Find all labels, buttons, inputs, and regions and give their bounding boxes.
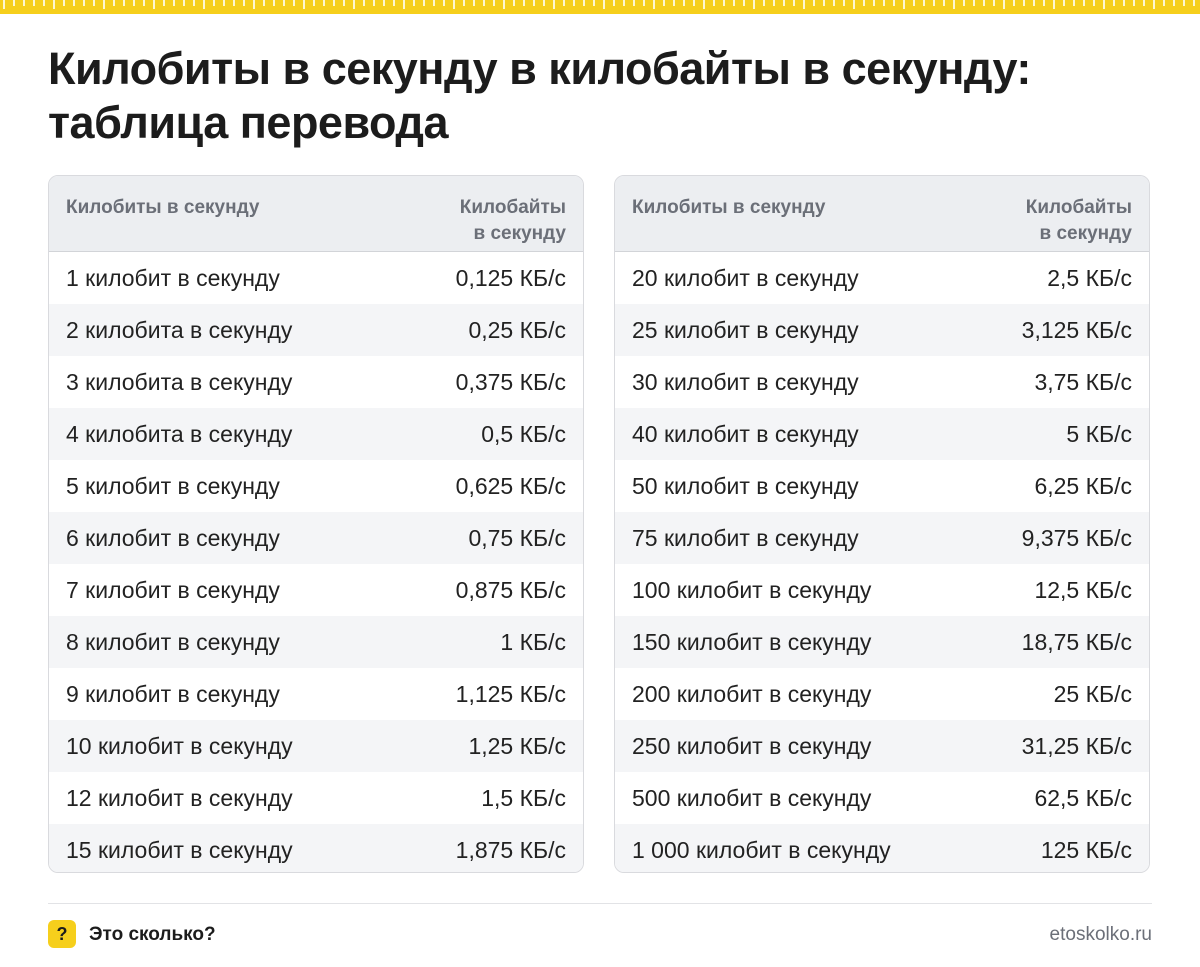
row-kbps: 200 килобит в секунду bbox=[632, 680, 872, 707]
row-kbps: 5 килобит в секунду bbox=[66, 472, 280, 499]
table-row: 7 килобит в секунду 0,875 КБ/с bbox=[49, 564, 583, 616]
ruler-strip bbox=[0, 0, 1200, 14]
row-kbytes: 62,5 КБ/с bbox=[1034, 784, 1132, 811]
row-kbps: 1 килобит в секунду bbox=[66, 264, 280, 291]
row-kbps: 2 килобита в секунду bbox=[66, 316, 293, 343]
header-kbps: Килобиты в секунду bbox=[632, 197, 826, 218]
conversion-table-left: Килобиты в секунду Килобайты в секунду 1… bbox=[48, 175, 584, 873]
row-kbps: 30 килобит в секунду bbox=[632, 368, 859, 395]
row-kbytes: 0,625 КБ/с bbox=[455, 472, 566, 499]
row-kbps: 15 килобит в секунду bbox=[66, 836, 293, 863]
row-kbps: 250 килобит в секунду bbox=[632, 732, 872, 759]
row-kbytes: 2,5 КБ/с bbox=[1047, 264, 1132, 291]
row-kbps: 50 килобит в секунду bbox=[632, 472, 859, 499]
row-kbytes: 3,125 КБ/с bbox=[1021, 316, 1132, 343]
table-row: 1 килобит в секунду 0,125 КБ/с bbox=[49, 252, 583, 304]
row-kbps: 7 килобит в секунду bbox=[66, 576, 280, 603]
row-kbps: 150 килобит в секунду bbox=[632, 628, 872, 655]
page-title: Килобиты в секунду в килобайты в секунду… bbox=[48, 42, 1158, 150]
table-row: 25 килобит в секунду 3,125 КБ/с bbox=[615, 304, 1149, 356]
row-kbytes: 1,25 КБ/с bbox=[468, 732, 566, 759]
table-row: 8 килобит в секунду 1 КБ/с bbox=[49, 616, 583, 668]
row-kbytes: 25 КБ/с bbox=[1053, 680, 1132, 707]
table-row: 75 килобит в секунду 9,375 КБ/с bbox=[615, 512, 1149, 564]
footer-divider bbox=[48, 903, 1152, 904]
row-kbytes: 1,875 КБ/с bbox=[455, 836, 566, 863]
row-kbps: 40 килобит в секунду bbox=[632, 420, 859, 447]
row-kbps: 12 килобит в секунду bbox=[66, 784, 293, 811]
title-line-2: таблица перевода bbox=[48, 97, 449, 148]
row-kbytes: 0,125 КБ/с bbox=[455, 264, 566, 291]
table-row: 250 килобит в секунду 31,25 КБ/с bbox=[615, 720, 1149, 772]
table-row: 4 килобита в секунду 0,5 КБ/с bbox=[49, 408, 583, 460]
table-body: 20 килобит в секунду 2,5 КБ/с 25 килобит в… bbox=[615, 252, 1149, 872]
row-kbytes: 18,75 КБ/с bbox=[1021, 628, 1132, 655]
row-kbytes: 0,875 КБ/с bbox=[455, 576, 566, 603]
row-kbytes: 1,5 КБ/с bbox=[481, 784, 566, 811]
row-kbps: 100 килобит в секунду bbox=[632, 576, 872, 603]
table-row: 15 килобит в секунду 1,875 КБ/с bbox=[49, 824, 583, 872]
table-row: 1 000 килобит в секунду 125 КБ/с bbox=[615, 824, 1149, 872]
table-row: 12 килобит в секунду 1,5 КБ/с bbox=[49, 772, 583, 824]
table-row: 3 килобита в секунду 0,375 КБ/с bbox=[49, 356, 583, 408]
row-kbytes: 0,375 КБ/с bbox=[455, 368, 566, 395]
table-header: Килобиты в секунду Килобайты в секунду bbox=[615, 176, 1149, 252]
table-row: 100 килобит в секунду 12,5 КБ/с bbox=[615, 564, 1149, 616]
table-row: 6 килобит в секунду 0,75 КБ/с bbox=[49, 512, 583, 564]
row-kbytes: 1,125 КБ/с bbox=[455, 680, 566, 707]
header-kbytes-line-2: в секунду bbox=[1039, 223, 1132, 244]
header-kbps: Килобиты в секунду bbox=[66, 197, 260, 218]
row-kbytes: 12,5 КБ/с bbox=[1034, 576, 1132, 603]
row-kbps: 9 килобит в секунду bbox=[66, 680, 280, 707]
row-kbps: 10 килобит в секунду bbox=[66, 732, 293, 759]
table-row: 2 килобита в секунду 0,25 КБ/с bbox=[49, 304, 583, 356]
table-row: 150 килобит в секунду 18,75 КБ/с bbox=[615, 616, 1149, 668]
table-header: Килобиты в секунду Килобайты в секунду bbox=[49, 176, 583, 252]
table-row: 200 килобит в секунду 25 КБ/с bbox=[615, 668, 1149, 720]
row-kbytes: 5 КБ/с bbox=[1066, 420, 1132, 447]
table-row: 9 килобит в секунду 1,125 КБ/с bbox=[49, 668, 583, 720]
header-kbytes-line-1: Килобайты bbox=[459, 197, 566, 218]
header-kbytes-line-1: Килобайты bbox=[1025, 197, 1132, 218]
table-body: 1 килобит в секунду 0,125 КБ/с 2 килобита … bbox=[49, 252, 583, 872]
row-kbytes: 0,5 КБ/с bbox=[481, 420, 566, 447]
header-kbytes: Килобайты в секунду bbox=[426, 195, 566, 251]
row-kbps: 1 000 килобит в секунду bbox=[632, 836, 891, 863]
row-kbps: 500 килобит в секунду bbox=[632, 784, 872, 811]
table-row: 20 килобит в секунду 2,5 КБ/с bbox=[615, 252, 1149, 304]
site-url[interactable]: etoskolko.ru bbox=[1049, 924, 1152, 945]
row-kbytes: 125 КБ/с bbox=[1040, 836, 1132, 863]
row-kbytes: 31,25 КБ/с bbox=[1021, 732, 1132, 759]
table-row: 30 килобит в секунду 3,75 КБ/с bbox=[615, 356, 1149, 408]
row-kbps: 75 килобит в секунду bbox=[632, 524, 859, 551]
title-line-1: Килобиты в секунду в килобайты в секунду… bbox=[48, 43, 1031, 94]
row-kbytes: 9,375 КБ/с bbox=[1021, 524, 1132, 551]
header-kbytes-line-2: в секунду bbox=[473, 223, 566, 244]
row-kbps: 3 килобита в секунду bbox=[66, 368, 293, 395]
table-row: 40 килобит в секунду 5 КБ/с bbox=[615, 408, 1149, 460]
row-kbytes: 3,75 КБ/с bbox=[1034, 368, 1132, 395]
table-row: 10 килобит в секунду 1,25 КБ/с bbox=[49, 720, 583, 772]
table-row: 50 килобит в секунду 6,25 КБ/с bbox=[615, 460, 1149, 512]
row-kbytes: 6,25 КБ/с bbox=[1034, 472, 1132, 499]
row-kbytes: 1 КБ/с bbox=[500, 628, 566, 655]
conversion-table-right: Килобиты в секунду Килобайты в секунду 2… bbox=[614, 175, 1150, 873]
question-mark-icon: ? bbox=[48, 920, 76, 948]
row-kbytes: 0,75 КБ/с bbox=[468, 524, 566, 551]
table-row: 500 килобит в секунду 62,5 КБ/с bbox=[615, 772, 1149, 824]
row-kbps: 20 килобит в секунду bbox=[632, 264, 859, 291]
row-kbps: 6 килобит в секунду bbox=[66, 524, 280, 551]
row-kbps: 4 килобита в секунду bbox=[66, 420, 293, 447]
ruler-ticks bbox=[3, 0, 1195, 9]
row-kbps: 25 килобит в секунду bbox=[632, 316, 859, 343]
header-kbytes: Килобайты в секунду bbox=[992, 195, 1132, 251]
brand-name: Это сколько? bbox=[89, 924, 216, 945]
row-kbytes: 0,25 КБ/с bbox=[468, 316, 566, 343]
row-kbps: 8 килобит в секунду bbox=[66, 628, 280, 655]
table-row: 5 килобит в секунду 0,625 КБ/с bbox=[49, 460, 583, 512]
